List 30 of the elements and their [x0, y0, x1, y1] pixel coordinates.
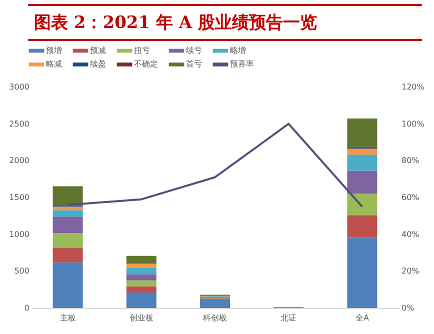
y-tick-label: 3000 — [9, 82, 30, 92]
y2-tick-label: 120% — [402, 82, 425, 92]
legend-label: 预增 — [46, 46, 62, 55]
y-tick-label: 1500 — [9, 193, 30, 202]
x-tick-label: 创业板 — [129, 314, 154, 322]
y2-tick-label: 80% — [402, 156, 420, 166]
y2-tick-label: 100% — [402, 119, 425, 128]
y2-tick-label: 0% — [402, 304, 415, 312]
legend-label: 首亏 — [186, 60, 202, 68]
x-tick-label: 科创板 — [203, 314, 227, 322]
x-tick-label: 主板 — [60, 314, 76, 322]
legend-label: 略增 — [230, 46, 246, 55]
y-tick-label: 1000 — [9, 230, 30, 239]
x-tick-label: 全A — [355, 314, 370, 322]
y-tick-label: 500 — [14, 266, 30, 276]
legend-label: 预减 — [90, 46, 106, 55]
legend-label: 略减 — [46, 60, 62, 68]
y2-tick-label: 20% — [402, 266, 420, 276]
legend-label: 预喜率 — [230, 60, 254, 68]
y2-tick-label: 40% — [402, 230, 420, 239]
y-tick-label: 0 — [24, 304, 30, 312]
y-tick-label: 2000 — [9, 156, 30, 166]
legend-label: 续盈 — [90, 60, 106, 68]
legend-label: 扭亏 — [134, 46, 150, 55]
legend-label: 续亏 — [186, 46, 202, 55]
legend-label: 不确定 — [134, 60, 158, 68]
y2-tick-label: 60% — [402, 193, 420, 202]
y-tick-label: 2500 — [9, 119, 30, 128]
x-tick-label: 北证 — [280, 314, 297, 322]
chart-title: 图表 2：2021 年 A 股业绩预告一览 — [28, 4, 422, 41]
